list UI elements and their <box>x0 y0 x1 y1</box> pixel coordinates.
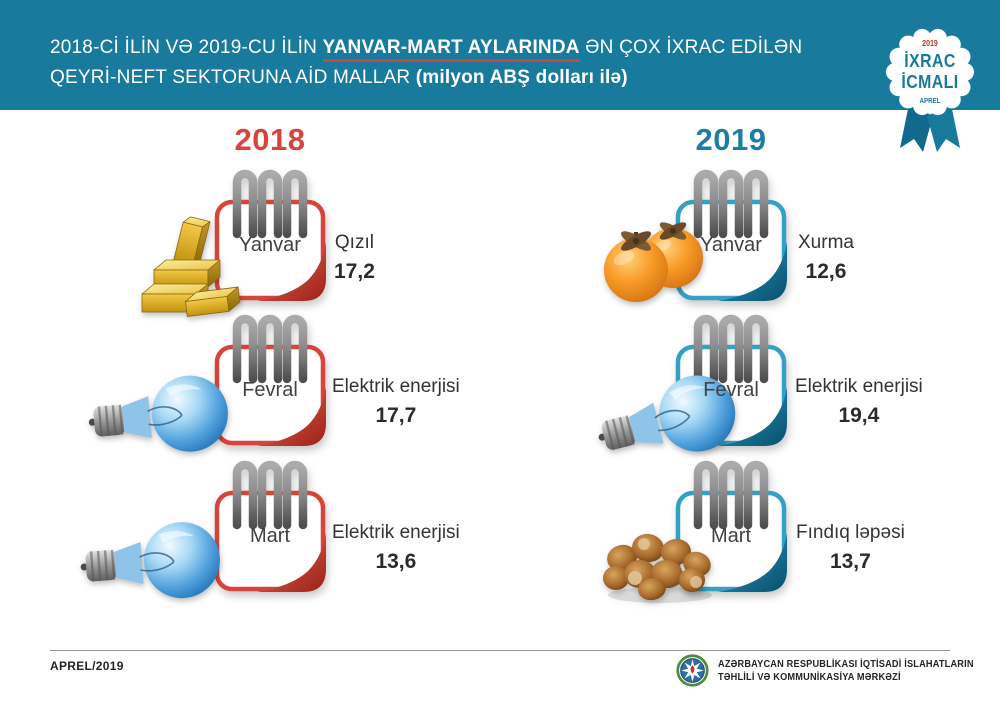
calendar-month-label: Fevral <box>703 379 759 401</box>
light-bulb-icon <box>84 371 233 462</box>
product-value: 13,6 <box>375 550 417 573</box>
footer-date: APREL/2019 <box>50 659 124 673</box>
badge-month: APREL <box>919 98 941 105</box>
calendar-month-label: Yanvar <box>700 234 762 256</box>
calendar-month-label: Fevral <box>242 379 298 401</box>
organization-line1: AZƏRBAYCAN RESPUBLİKASI İQTİSADİ İSLAHAT… <box>718 658 974 670</box>
title-line-1: 2018-Cİ İLİN VƏ 2019-CU İLİN YANVAR-MART… <box>50 33 802 63</box>
gold-bars-icon <box>141 214 242 317</box>
title-segment: 2018-Cİ İLİN VƏ 2019-CU İLİN <box>50 37 323 58</box>
column-title-2019: 2019 <box>695 122 767 157</box>
page-title: 2018-Cİ İLİN VƏ 2019-CU İLİN YANVAR-MART… <box>50 33 802 93</box>
product-value: 17,7 <box>375 404 417 427</box>
product-label: Elektrik enerjisi 19,4 <box>795 376 923 428</box>
product-value: 17,2 <box>334 260 375 283</box>
title-segment: QEYRİ-NEFT SEKTORUNA AİD MALLAR <box>50 67 416 88</box>
product-label: Elektrik enerjisi 17,7 <box>332 376 460 428</box>
product-label: Fındıq ləpəsi 13,7 <box>796 522 905 574</box>
title-line-2: QEYRİ-NEFT SEKTORUNA AİD MALLAR (milyon … <box>50 63 802 93</box>
organization-name: AZƏRBAYCAN RESPUBLİKASI İQTİSADİ İSLAHAT… <box>718 658 974 684</box>
product-name: Fındıq ləpəsi <box>796 522 905 543</box>
light-bulb-icon <box>76 518 224 607</box>
calendar-month-label: Yanvar <box>239 234 301 256</box>
calendar-month-label: Mart <box>711 525 751 547</box>
title-segment: ƏN ÇOX İXRAC EDİLƏN <box>579 37 803 58</box>
persimmon-icon <box>604 219 703 302</box>
product-name: Elektrik enerjisi <box>332 522 460 543</box>
header-band: 2018-Cİ İLİN VƏ 2019-CU İLİN YANVAR-MART… <box>0 0 1000 110</box>
calendar-month-label: Mart <box>250 525 290 547</box>
footer-organization: AZƏRBAYCAN RESPUBLİKASI İQTİSADİ İSLAHAT… <box>676 654 996 687</box>
product-name: Elektrik enerjisi <box>332 376 460 397</box>
product-label: Qızıl 17,2 <box>334 232 375 284</box>
badge-title-line1: İXRAC <box>904 51 956 71</box>
product-value: 19,4 <box>838 404 880 427</box>
product-name: Xurma <box>798 232 854 253</box>
badge-title-line2: İCMALI <box>901 72 959 92</box>
title-unit: (milyon ABŞ dolları ilə) <box>415 67 628 88</box>
state-emblem-icon <box>676 654 709 687</box>
organization-line2: TƏHLİLİ VƏ KOMMUNİKASİYA MƏRKƏZİ <box>718 671 901 683</box>
product-name: Qızıl <box>334 232 374 253</box>
badge-year: 2019 <box>922 39 938 48</box>
footer-divider <box>50 650 950 651</box>
product-value: 12,6 <box>805 260 847 283</box>
column-title-2018: 2018 <box>234 122 306 157</box>
title-highlight: YANVAR-MART AYLARINDA <box>322 37 580 62</box>
export-review-badge: 2019 İXRAC İCMALI APREL <box>886 26 974 156</box>
rosette-ribbon-icon <box>886 28 974 152</box>
product-value: 13,7 <box>829 550 871 573</box>
product-label: Xurma 12,6 <box>798 232 854 284</box>
product-name: Elektrik enerjisi <box>795 376 923 397</box>
product-label: Elektrik enerjisi 13,6 <box>332 522 460 574</box>
